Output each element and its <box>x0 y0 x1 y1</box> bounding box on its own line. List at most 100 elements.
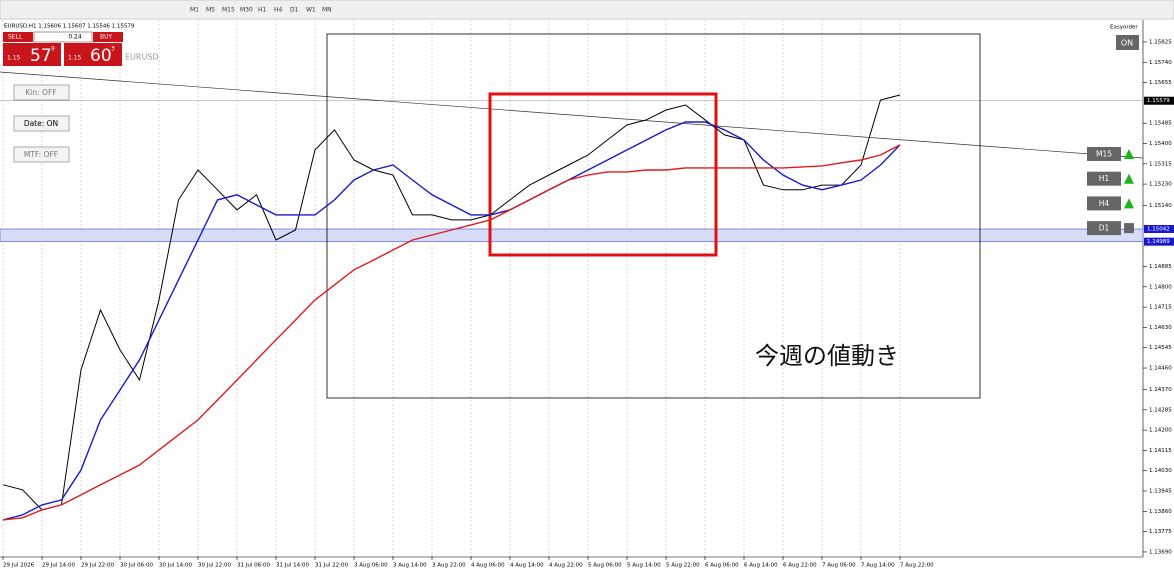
x-tick-label: 30 Jul 06:00 <box>120 563 153 569</box>
y-tick-label: 1.14030 <box>1149 468 1172 474</box>
x-tick-label: 29 Jul 2026 <box>3 563 35 569</box>
y-tick-label: 1.13945 <box>1149 489 1172 495</box>
sell-label[interactable]: SELL <box>8 34 23 41</box>
buy-label[interactable]: BUY <box>100 34 113 41</box>
x-tick-label: 7 Aug 06:00 <box>822 563 856 569</box>
tf-button[interactable] <box>1087 196 1121 211</box>
tf-button[interactable] <box>1087 147 1121 161</box>
x-tick-label: 7 Aug 22:00 <box>900 563 934 569</box>
easyorder-label: Easyorder <box>1110 25 1138 31</box>
timeframe-tab[interactable]: MN <box>322 7 332 14</box>
level-label: 1.14989 <box>1147 239 1170 245</box>
toggle-label[interactable]: MTF: OFF <box>24 150 58 159</box>
symbol-info: EURUSD,H1 1.15606 1.15607 1.15546 1.1557… <box>4 24 135 30</box>
x-tick-label: 30 Jul 22:00 <box>198 563 231 569</box>
on-label[interactable]: ON <box>1121 39 1133 48</box>
y-tick-label: 1.14885 <box>1149 264 1172 270</box>
buy-big[interactable]: 60 <box>90 46 112 66</box>
series-line <box>2 121 901 521</box>
level-label: 1.15042 <box>1147 227 1170 233</box>
y-tick-label: 1.14800 <box>1149 284 1172 290</box>
x-tick-label: 29 Jul 22:00 <box>81 563 114 569</box>
level-label-bg <box>1144 96 1174 105</box>
sell-big[interactable]: 57 <box>30 46 52 66</box>
x-tick-label: 6 Aug 14:00 <box>744 563 778 569</box>
x-tick-label: 4 Aug 06:00 <box>471 563 505 569</box>
x-tick-label: 31 Jul 22:00 <box>315 563 348 569</box>
sell-button[interactable] <box>3 32 33 42</box>
trend-flat <box>1124 223 1134 234</box>
annotation: 今週の値動き <box>755 342 899 370</box>
x-tick-label: 3 Aug 22:00 <box>432 563 466 569</box>
lot-value[interactable]: 0.24 <box>68 34 82 41</box>
buy-price-box[interactable] <box>64 43 122 66</box>
y-tick-label: 1.14630 <box>1149 325 1172 331</box>
toggle-label[interactable]: Kin: OFF <box>25 88 56 97</box>
x-tick-label: 4 Aug 22:00 <box>549 563 583 569</box>
timeframe-tab[interactable]: M5 <box>206 7 215 14</box>
lot-box[interactable] <box>33 31 93 43</box>
series-line <box>2 144 901 521</box>
trend-arrow <box>1124 198 1134 209</box>
timeframe-tab[interactable]: M15 <box>222 7 235 14</box>
x-tick-label: 6 Aug 06:00 <box>705 563 739 569</box>
y-tick-label: 1.15825 <box>1149 39 1172 45</box>
y-tick-label: 1.15740 <box>1149 60 1172 66</box>
x-tick-label: 3 Aug 06:00 <box>354 563 388 569</box>
timeframe-tab[interactable]: M30 <box>240 7 253 14</box>
timeframe-tab[interactable]: H1 <box>258 7 267 14</box>
toolbar-items: M1 M5 M15 M30 H1 H4 D1 W1 MN <box>190 7 332 14</box>
series-line <box>2 94 901 511</box>
trend-arrow <box>1124 149 1134 159</box>
x-tick-label: 29 Jul 14:00 <box>42 563 75 569</box>
timeframe-tab[interactable]: D1 <box>290 7 299 14</box>
x-tick-label: 5 Aug 14:00 <box>627 563 661 569</box>
y-tick-label: 1.15400 <box>1149 141 1172 147</box>
x-tick-label: 30 Jul 14:00 <box>159 563 192 569</box>
highlight-box <box>488 92 718 257</box>
tf-label[interactable]: H4 <box>1099 199 1110 208</box>
sell-sup[interactable]: 9 <box>51 46 55 53</box>
x-tick-label: 3 Aug 14:00 <box>393 563 427 569</box>
level-label-bg <box>1144 237 1174 246</box>
y-tick-label: 1.13690 <box>1149 549 1172 555</box>
y-tick-label: 1.14370 <box>1149 387 1172 393</box>
trend-line <box>0 71 1144 159</box>
toggle-button[interactable] <box>13 146 70 163</box>
tf-label[interactable]: D1 <box>1099 224 1110 233</box>
trend-arrow <box>1124 173 1134 184</box>
x-tick-label: 4 Aug 14:00 <box>510 563 544 569</box>
tf-label[interactable]: M15 <box>1096 150 1112 159</box>
tf-label[interactable]: H1 <box>1099 174 1110 183</box>
timeframe-tab[interactable]: H4 <box>274 7 283 14</box>
toggle-button[interactable] <box>13 115 70 132</box>
toolbar <box>0 0 1174 20</box>
y-tick-label: 1.15140 <box>1149 203 1172 209</box>
buy-sup[interactable]: 3 <box>111 46 115 53</box>
y-tick-label: 1.14460 <box>1149 366 1172 372</box>
week-box <box>326 33 981 399</box>
tf-button[interactable] <box>1087 221 1121 236</box>
buy-button[interactable] <box>93 32 123 42</box>
y-tick-label: 1.13860 <box>1149 509 1172 515</box>
x-tick-label: 5 Aug 22:00 <box>666 563 700 569</box>
tf-button[interactable] <box>1087 171 1121 186</box>
timeframe-tab[interactable]: M1 <box>190 7 199 14</box>
plot-area <box>0 20 1143 557</box>
timeframe-tab[interactable]: W1 <box>306 7 316 14</box>
y-tick-label: 1.13775 <box>1149 529 1172 535</box>
on-button[interactable] <box>1116 35 1139 50</box>
y-tick-label: 1.14545 <box>1149 345 1172 351</box>
y-tick-label: 1.15315 <box>1149 161 1172 167</box>
y-tick-label: 1.15230 <box>1149 182 1172 188</box>
sell-prefix[interactable]: 1.15 <box>7 55 21 62</box>
sell-price-box[interactable] <box>3 43 61 66</box>
x-tick-label: 6 Aug 22:00 <box>783 563 817 569</box>
buy-prefix[interactable]: 1.15 <box>68 55 82 62</box>
x-tick-label: 31 Jul 06:00 <box>237 563 270 569</box>
toggle-button[interactable] <box>13 84 70 101</box>
y-tick-label: 1.14285 <box>1149 407 1172 413</box>
y-tick-label: 1.14715 <box>1149 305 1172 311</box>
toggle-label[interactable]: Date: ON <box>24 119 58 128</box>
